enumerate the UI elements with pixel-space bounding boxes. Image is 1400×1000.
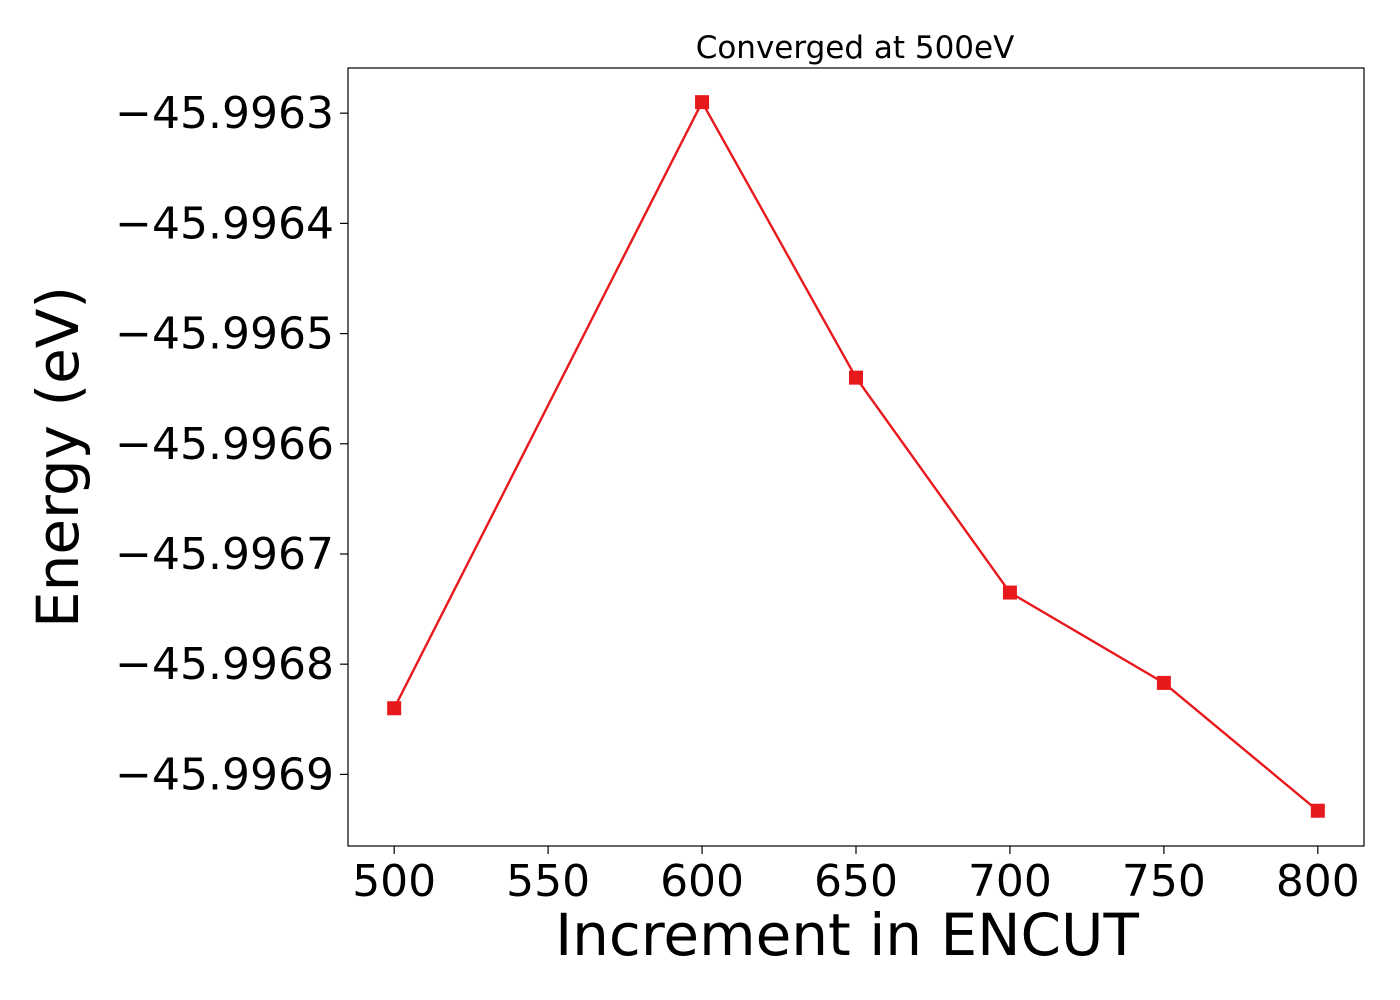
y-tick-label: −45.9967 [115,529,334,580]
plot-area [387,95,1325,818]
y-tick-label: −45.9968 [115,639,334,690]
x-tick-label: 600 [660,856,744,907]
y-axis-title: Energy (eV) [24,286,92,628]
series-line [393,100,1319,812]
x-tick-label: 500 [352,856,436,907]
data-point-marker [1002,585,1017,600]
chart-title: Converged at 500eV [696,30,1015,66]
y-axis: −45.9963 −45.9964 −45.9965 −45.9966 −45.9967… [115,88,348,800]
data-point-marker [1310,803,1325,818]
data-point-marker [695,95,710,110]
y-tick-label: −45.9969 [115,749,334,800]
x-tick-label: 650 [814,856,898,907]
y-tick-label: −45.9965 [115,309,334,360]
x-axis: 500 550 600 650 700 750 800 [352,846,1360,907]
data-point-marker [849,370,863,385]
x-tick-label: 550 [506,856,590,907]
y-tick-label: −45.9964 [115,198,334,249]
data-point-marker [387,701,402,716]
x-axis-title: Increment in ENCUT [555,901,1139,969]
y-tick-label: −45.9966 [115,419,334,470]
x-tick-label: 700 [968,856,1052,907]
y-tick-label: −45.9963 [115,88,334,139]
x-tick-label: 800 [1276,856,1360,907]
x-tick-label: 750 [1122,856,1206,907]
data-point-marker [1156,675,1171,690]
